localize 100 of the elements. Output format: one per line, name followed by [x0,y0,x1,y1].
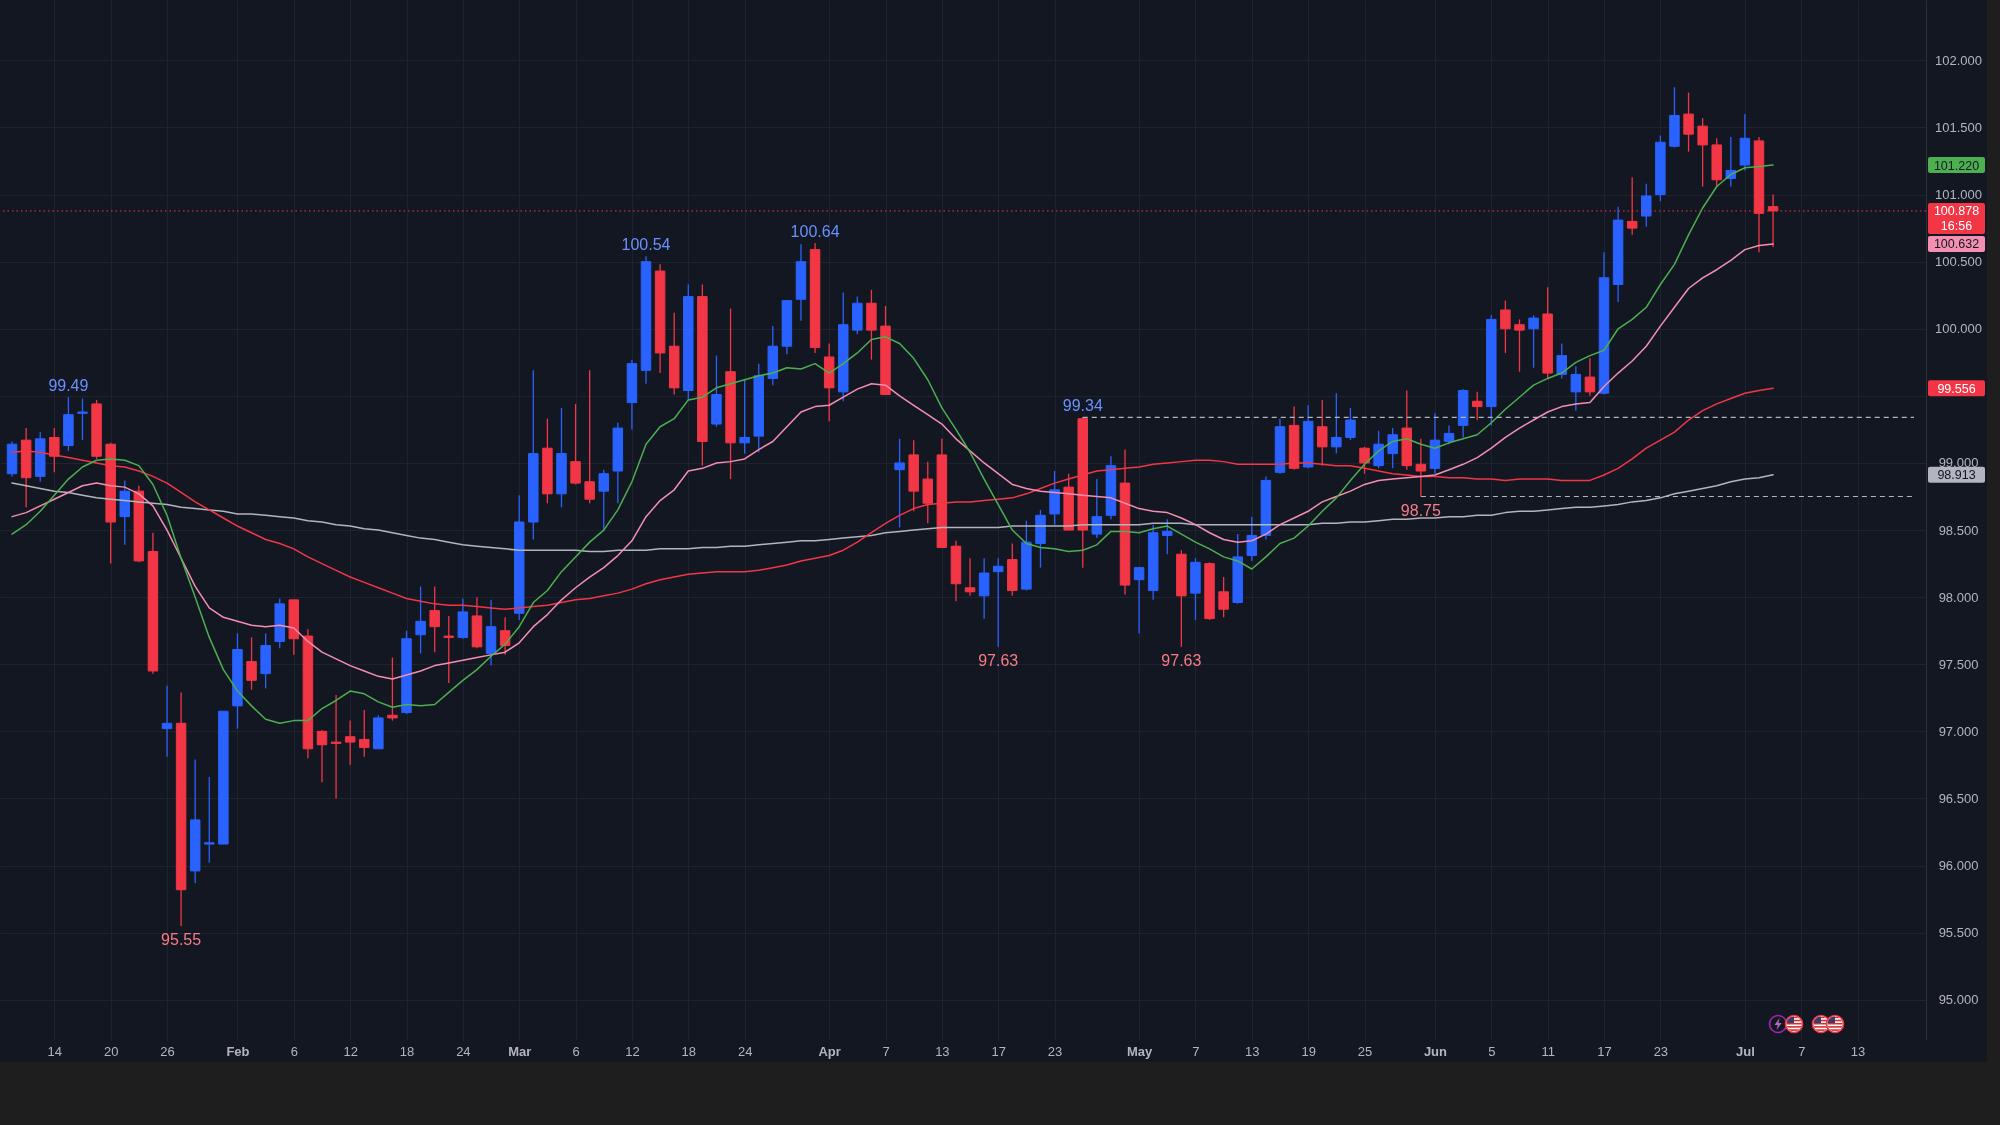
x-tick-label: 13 [1850,1043,1866,1059]
candlestick [1091,478,1103,539]
x-tick-label: 12 [625,1043,640,1059]
text: 101.220 [1933,158,1980,173]
y-tick-label: 99.000 [1938,455,1979,471]
candlestick [598,469,609,531]
candlestick [443,615,455,684]
candlestick [1697,117,1708,188]
x-tick-label: 26 [160,1043,175,1059]
x-tick-label: Feb [226,1043,250,1059]
candlestick [330,694,342,800]
x-tick-label: 19 [1301,1043,1316,1059]
candlestick [1373,430,1384,469]
y-tick-label: 100.000 [1935,321,1982,337]
x-tick-label: 7 [882,1043,890,1059]
x-tick-label: 24 [456,1043,471,1059]
y-tick-label: 101.500 [1935,119,1982,135]
x-tick-label: 23 [1047,1043,1063,1059]
x-tick-label: 23 [1653,1043,1669,1059]
y-tick-label: 102.000 [1935,52,1982,68]
annotation: 97.63 [978,651,1019,669]
candlestick [499,616,511,656]
x-tick-label: 18 [681,1043,697,1059]
text: 99.556 [1937,381,1976,396]
candlestick [161,685,173,758]
candlestick [1317,399,1328,467]
candlestick [415,585,426,655]
candlestick [1246,516,1258,562]
candlestick [1387,427,1398,469]
y-tick-label: 98.000 [1938,589,1979,605]
annotation: 99.34 [1062,397,1103,415]
annotation: 97.63 [1161,651,1202,669]
candlestick [316,729,328,783]
x-tick-label: 18 [399,1043,415,1059]
x-tick-label: 20 [103,1043,119,1059]
candlestick [1514,318,1525,373]
annotation: 95.55 [161,930,202,948]
y-tick-label: 98.500 [1938,522,1979,538]
candlestick [1500,299,1511,354]
y-tick-label: 96.000 [1938,858,1979,874]
candlestick [1443,424,1455,445]
x-tick-label: 13 [1245,1043,1260,1059]
x-tick-label: 7 [1192,1043,1200,1059]
line-series [11,164,1774,725]
candlestick [1415,438,1427,498]
annotation: 99.49 [48,377,89,395]
annotation: 100.64 [790,222,840,240]
candlestick [1331,392,1342,455]
annotation: 98.75 [1400,501,1441,519]
x-tick-label: 12 [343,1043,358,1059]
x-tick-label: 14 [47,1043,63,1059]
candlestick [894,438,905,529]
x-tick-label: 6 [572,1043,580,1059]
candlestick [49,427,60,474]
candlestick [1133,566,1145,635]
candlestick [964,557,976,597]
candlestick [77,397,88,441]
candlestick [344,719,356,766]
text: 100.632 [1933,237,1980,252]
candlestick [1471,391,1483,421]
y-tick-label: 95.000 [1938,992,1979,1008]
x-tick-label: Jul [1736,1043,1755,1059]
candlestick [1162,518,1173,555]
candlestick [978,557,990,620]
candlestick [1218,576,1229,618]
candlestick [1345,407,1356,441]
candlestick [739,379,750,455]
candlestick [570,403,581,486]
x-tick-label: 5 [1488,1043,1496,1059]
y-tick-label: 97.500 [1938,656,1979,672]
x-tick-label: 25 [1357,1043,1373,1059]
candlestick [204,776,215,864]
candlestick [584,369,595,504]
y-tick-label: 100.500 [1935,254,1982,270]
candlestick [1570,365,1582,412]
candlestick [246,636,257,691]
candlestick [1359,446,1370,475]
candlestick [1556,342,1567,380]
x-tick-label: 24 [737,1043,753,1059]
candlestick [1584,357,1596,397]
candlestick [359,709,370,758]
candlestick [387,656,398,722]
y-tick-label: 96.500 [1938,790,1979,806]
y-tick-label: 101.000 [1935,187,1982,203]
candlestick [1683,91,1694,153]
x-tick-label: 6 [290,1043,298,1059]
candlestick [992,557,1004,648]
ref-line-label: 100.878 [1933,204,1980,219]
x-tick-label: 13 [935,1043,950,1059]
x-tick-label: Apr [818,1043,841,1059]
y-tick-label: 95.500 [1938,925,1979,941]
x-tick-label: 7 [1798,1043,1806,1059]
x-tick-label: 11 [1541,1043,1555,1059]
candlestick [1528,314,1539,369]
x-tick-label: Jun [1423,1043,1448,1059]
y-tick-label: 97.000 [1938,723,1979,739]
candlestick [1641,183,1652,228]
x-tick-label: 17 [991,1043,1006,1059]
x-tick-label: 17 [1597,1043,1612,1059]
text: 16:56 [1940,219,1973,234]
